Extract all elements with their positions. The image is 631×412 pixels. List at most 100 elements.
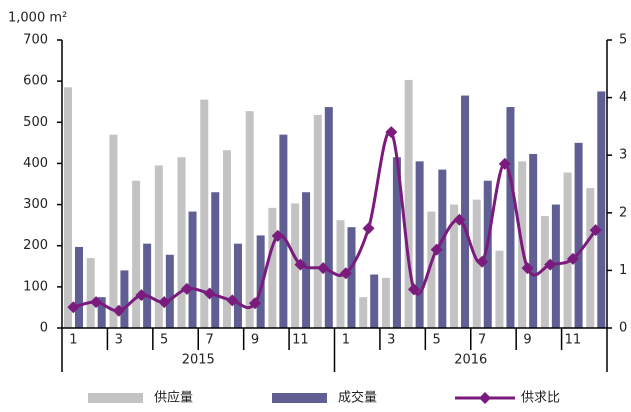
legend-label: 成交量 (338, 390, 377, 406)
y-tick-label: 100 (23, 279, 48, 294)
line-marker (226, 294, 239, 307)
bar (291, 203, 300, 328)
y-tick-label: 200 (23, 238, 48, 253)
y2-tick-label: 4 (619, 90, 627, 105)
line-marker (407, 283, 420, 296)
x-tick-label: 11 (292, 333, 309, 348)
line-marker (544, 258, 557, 271)
bar (188, 211, 197, 328)
bar (109, 134, 118, 328)
x-tick-label: 3 (387, 333, 395, 348)
bar (404, 79, 413, 328)
bar (438, 169, 447, 328)
legend-swatch (479, 392, 491, 404)
bar (540, 216, 549, 328)
group-label: 2015 (182, 353, 215, 368)
y-tick-label: 300 (23, 197, 48, 212)
line-marker (498, 157, 511, 170)
bar (200, 99, 209, 329)
line-marker (158, 296, 171, 309)
y-tick-label: 0 (40, 321, 48, 336)
bar (222, 150, 231, 328)
bar (597, 91, 606, 328)
x-tick-label: 1 (342, 333, 350, 348)
group-label: 2016 (454, 353, 487, 368)
legend-swatch (272, 393, 327, 403)
line-marker (430, 243, 443, 256)
y2-tick-label: 5 (619, 33, 627, 48)
line-marker (521, 262, 534, 275)
line-marker (362, 222, 375, 235)
x-tick-label: 3 (115, 333, 123, 348)
bar (154, 165, 163, 328)
line-marker (271, 229, 284, 242)
legend-label: 供求比 (521, 391, 560, 406)
line-marker (476, 255, 489, 268)
line-marker (294, 258, 307, 271)
y-tick-label: 600 (23, 74, 48, 89)
bar (495, 250, 504, 328)
bar (75, 246, 83, 328)
x-tick-label: 5 (433, 333, 441, 348)
line-marker (203, 287, 216, 300)
y2-tick-label: 3 (619, 148, 627, 163)
line-marker (385, 126, 398, 139)
bar (472, 199, 481, 328)
bar (211, 192, 220, 328)
bar (324, 107, 333, 328)
line-marker (90, 296, 103, 309)
bar (483, 180, 492, 328)
bar (165, 254, 174, 328)
bar (392, 157, 401, 328)
bar (506, 107, 515, 328)
bar (64, 87, 72, 328)
bar (132, 180, 141, 328)
bar (256, 235, 265, 328)
y2-tick-label: 1 (619, 263, 627, 278)
line-marker (112, 304, 125, 317)
y-unit-label: 1,000 m² (8, 11, 67, 26)
line-marker (566, 252, 579, 265)
bar (245, 111, 254, 328)
line-marker (589, 224, 602, 237)
bar (574, 142, 583, 328)
bar (97, 297, 106, 328)
bar (551, 204, 560, 328)
line (72, 130, 597, 313)
bar (143, 243, 152, 328)
bar (563, 172, 572, 328)
y2-tick-label: 0 (619, 321, 627, 336)
y2-tick-label: 2 (619, 205, 627, 220)
line-marker (67, 301, 80, 314)
y-tick-label: 400 (23, 156, 48, 171)
x-tick-label: 5 (160, 333, 168, 348)
y-tick-label: 700 (23, 33, 48, 48)
line-marker (180, 282, 193, 295)
x-tick-label: 1 (69, 333, 77, 348)
bar (86, 258, 95, 328)
bar (347, 227, 356, 328)
bar (359, 297, 368, 328)
bar (370, 274, 379, 328)
bar (233, 243, 242, 328)
line-marker (339, 267, 352, 280)
y-tick-label: 500 (23, 115, 48, 130)
bar (268, 207, 277, 328)
x-tick-label: 7 (205, 333, 213, 348)
bar (120, 270, 129, 328)
x-tick-label: 7 (478, 333, 486, 348)
x-tick-label: 9 (523, 333, 531, 348)
legend-swatch (88, 393, 143, 403)
bar (415, 161, 424, 328)
legend-label: 供应量 (154, 390, 193, 406)
line-marker (453, 213, 466, 226)
line-marker (135, 289, 148, 302)
bar (529, 153, 538, 328)
line-marker (317, 262, 330, 275)
bar (427, 211, 436, 328)
line-marker (249, 297, 262, 310)
bar (302, 192, 311, 328)
bar (313, 114, 322, 328)
bar (177, 157, 186, 328)
